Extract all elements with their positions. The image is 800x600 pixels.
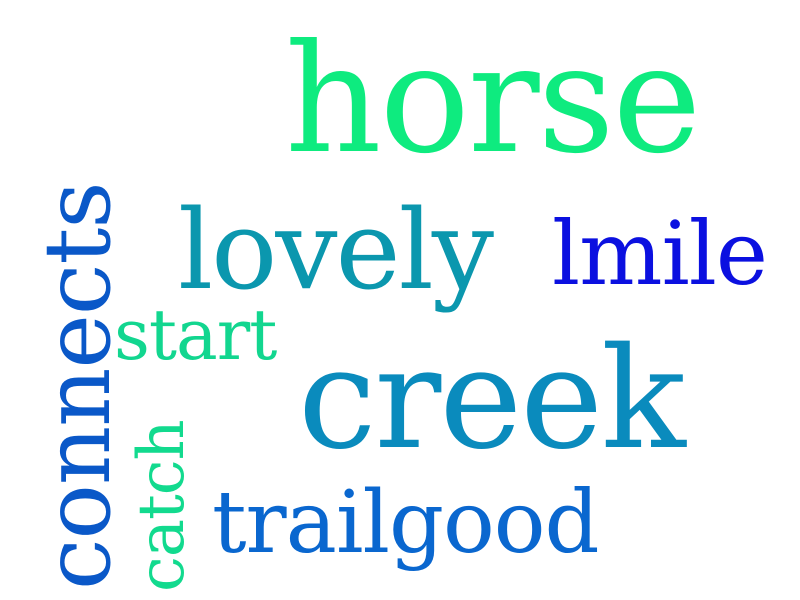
word-horse: horse [285, 13, 701, 187]
word-start: start [114, 294, 277, 376]
word-lovely: lovely [178, 186, 494, 314]
word-catch: catch [125, 420, 199, 592]
word-trailgood: trailgood [212, 473, 600, 573]
word-connects: connects [24, 182, 131, 590]
word-lmile: lmile [552, 202, 768, 305]
word-creek: creek [298, 318, 686, 481]
